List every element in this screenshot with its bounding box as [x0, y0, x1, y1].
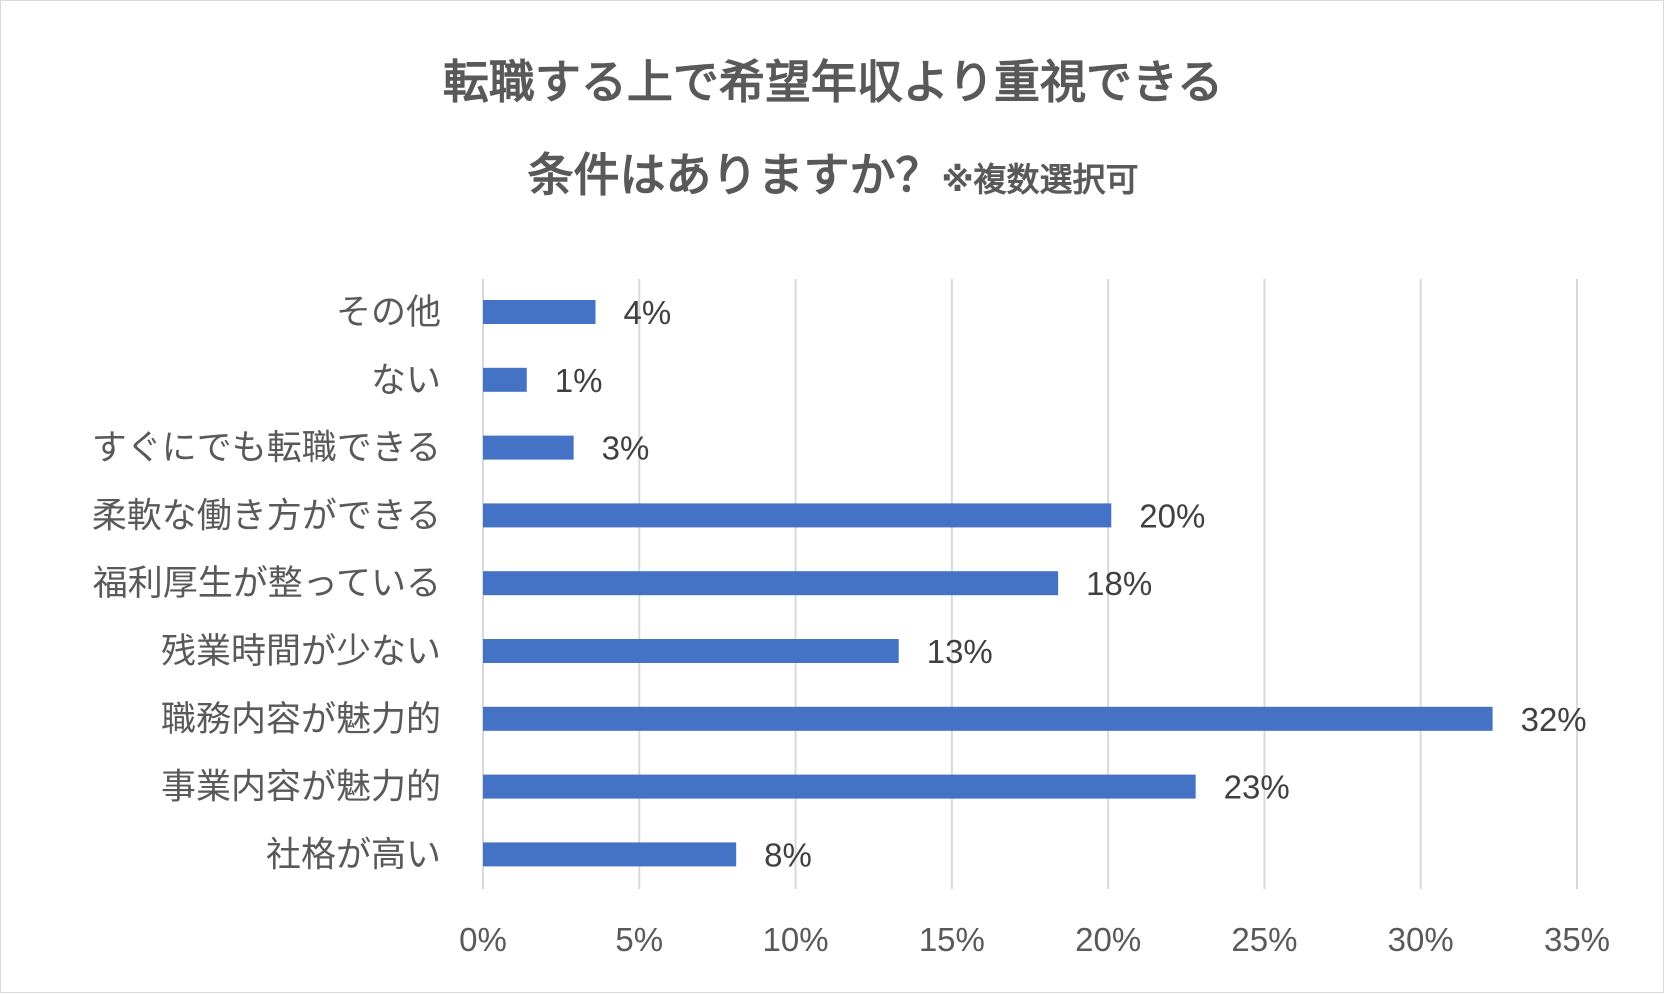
- x-tick-label: 5%: [615, 921, 663, 958]
- category-label: 職務内容が魅力的: [161, 700, 441, 740]
- bar: [483, 706, 1493, 731]
- label-layer: 0% 5% 10% 15% 20% 25% 30% 35% その他 4% ない 1% すぐにでも転職でき…: [92, 293, 1610, 958]
- bar: [483, 503, 1112, 528]
- category-label: すぐにでも転職できる: [92, 429, 441, 469]
- chart-title-note: ※複数選択可: [941, 160, 1138, 199]
- category-label: 福利厚生が整っている: [93, 564, 441, 604]
- bar: [483, 367, 527, 392]
- data-label: 1%: [555, 362, 603, 399]
- category-label: 柔軟な働き方ができる: [92, 496, 441, 536]
- bar-layer: [483, 300, 1493, 867]
- data-label: 20%: [1139, 497, 1205, 534]
- data-label: 4%: [624, 294, 672, 331]
- data-label: 32%: [1521, 701, 1587, 738]
- bar: [483, 842, 737, 867]
- bar: [483, 774, 1196, 799]
- data-label: 3%: [602, 430, 650, 467]
- category-label: 事業内容が魅力的: [161, 768, 441, 808]
- data-label: 8%: [764, 836, 812, 873]
- category-label: 社格が高い: [266, 835, 441, 875]
- bar: [483, 435, 574, 460]
- bar: [483, 300, 596, 324]
- bar: [483, 571, 1059, 596]
- x-tick-label: 20%: [1075, 921, 1141, 958]
- chart-title-line2: 条件はありますか？※複数選択可: [527, 148, 1138, 202]
- data-label: 18%: [1086, 565, 1152, 602]
- category-label: その他: [336, 293, 441, 333]
- x-tick-label: 35%: [1544, 921, 1610, 958]
- x-tick-label: 30%: [1388, 921, 1454, 958]
- category-label: 残業時間が少ない: [161, 632, 441, 672]
- x-tick-label: 10%: [763, 921, 829, 958]
- data-label: 13%: [927, 633, 993, 670]
- chart-title-line1: 転職する上で希望年収より重視できる: [443, 55, 1223, 109]
- chart-title-main: 条件はありますか？: [527, 148, 941, 202]
- category-label: ない: [371, 361, 441, 401]
- x-tick-label: 0%: [459, 921, 507, 958]
- bar: [483, 639, 899, 663]
- x-tick-label: 15%: [919, 921, 985, 958]
- x-tick-label: 25%: [1231, 921, 1297, 958]
- data-label: 23%: [1224, 769, 1290, 806]
